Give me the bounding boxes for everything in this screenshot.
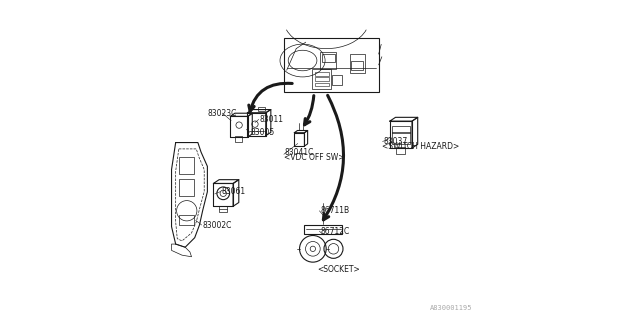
Text: 83005: 83005 (250, 128, 275, 137)
Text: 83061: 83061 (221, 187, 245, 196)
Bar (220, 206, 227, 212)
Bar (315, 77, 328, 81)
Bar (304, 225, 342, 234)
Text: 83037: 83037 (383, 137, 408, 146)
Text: <VDC OFF SW>: <VDC OFF SW> (284, 153, 345, 162)
Text: 83041C: 83041C (284, 148, 314, 157)
Bar (179, 179, 194, 196)
Text: 83011: 83011 (260, 115, 284, 124)
Bar (351, 60, 362, 70)
Bar (396, 148, 405, 154)
Bar (320, 52, 336, 69)
Bar (179, 157, 194, 174)
Bar (350, 54, 365, 73)
Bar (236, 136, 243, 142)
Bar (315, 83, 328, 86)
Bar (259, 107, 265, 111)
Text: 86711B: 86711B (320, 206, 349, 215)
Bar (284, 38, 379, 92)
Text: <SOCKET>: <SOCKET> (317, 265, 360, 274)
Text: 83002C: 83002C (203, 220, 232, 229)
Bar (332, 75, 342, 85)
Bar (312, 68, 331, 89)
Text: 86712C: 86712C (320, 227, 349, 236)
Text: A830001195: A830001195 (430, 305, 472, 311)
Text: <SWITCH HAZARD>: <SWITCH HAZARD> (382, 142, 459, 151)
Bar (322, 54, 335, 62)
Bar (315, 72, 328, 76)
Text: 83023C: 83023C (207, 108, 237, 117)
Bar (392, 132, 410, 144)
Bar (392, 126, 410, 133)
Bar (179, 215, 194, 225)
